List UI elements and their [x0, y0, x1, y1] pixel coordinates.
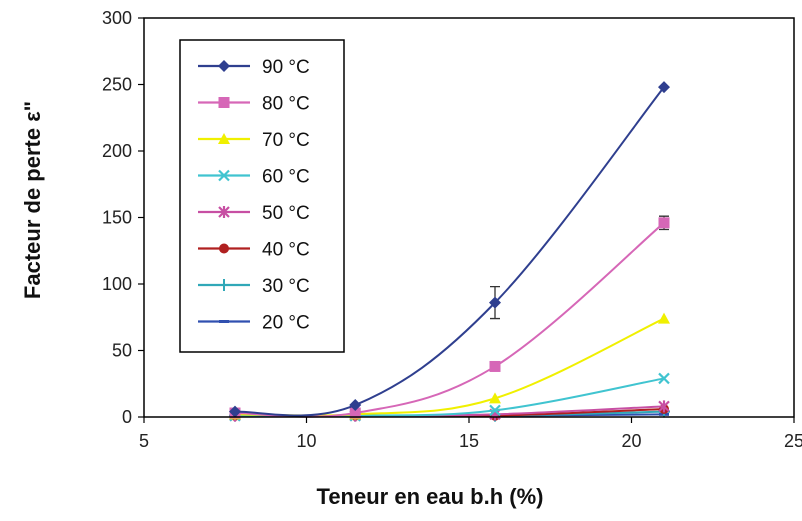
legend-label: 80 °C: [262, 94, 310, 115]
data-point: [658, 400, 670, 413]
y-tick-label: 150: [102, 208, 132, 228]
legend-label: 50 °C: [262, 203, 310, 224]
legend-entry: 40 °C: [198, 240, 310, 261]
legend-box: [179, 39, 345, 353]
legend-marker: [219, 320, 229, 323]
legend-marker: [218, 279, 230, 291]
data-point: [658, 217, 670, 229]
y-tick-label: 100: [102, 274, 132, 294]
series-40c: [230, 404, 669, 421]
y-axis: 0 50 100 150 200 250 300: [102, 8, 144, 427]
legend: 90 °C 80 °C 70 °C 60 °C 50 °C 40 °C 30 °C 20 °C: [179, 39, 345, 353]
legend-entry: 20 °C: [198, 313, 310, 334]
data-point: [349, 407, 361, 419]
x-axis-title: Teneur en eau b.h (%): [317, 484, 544, 509]
data-point: [229, 405, 241, 418]
data-point: [658, 312, 670, 324]
x-axis: 5 10 15 20 25: [139, 417, 802, 451]
x-tick-label: 5: [139, 431, 149, 451]
y-tick-label: 50: [112, 341, 132, 361]
x-tick-label: 15: [459, 431, 479, 451]
legend-entry: 90 °C: [198, 57, 310, 78]
x-tick-label: 20: [621, 431, 641, 451]
y-axis-title: Facteur de perte ε": [20, 101, 45, 299]
series-layer: [229, 81, 670, 422]
legend-entry: 30 °C: [198, 276, 310, 297]
legend-label: 20 °C: [262, 313, 310, 334]
data-point: [489, 360, 501, 372]
data-point: [489, 296, 501, 309]
data-point: [489, 392, 501, 404]
legend-label: 70 °C: [262, 130, 310, 151]
legend-entry: 80 °C: [198, 94, 310, 115]
legend-marker: [218, 169, 230, 182]
legend-marker: [219, 243, 229, 254]
legend-marker: [218, 206, 230, 218]
data-point: [489, 404, 501, 417]
data-point: [349, 399, 362, 412]
legend-marker: [218, 97, 230, 108]
legend-label: 40 °C: [262, 240, 310, 261]
data-point: [658, 372, 670, 385]
y-tick-label: 200: [102, 141, 132, 161]
legend-label: 60 °C: [262, 167, 310, 188]
y-tick-label: 250: [102, 75, 132, 95]
x-tick-label: 10: [296, 431, 316, 451]
series-line: [234, 86, 665, 417]
legend-entry: 50 °C: [198, 203, 310, 224]
y-tick-label: 0: [122, 407, 132, 427]
legend-entry: 70 °C: [198, 130, 310, 151]
legend-label: 30 °C: [262, 276, 310, 297]
legend-entry: 60 °C: [198, 167, 310, 188]
x-tick-label: 25: [784, 431, 802, 451]
y-tick-label: 300: [102, 8, 132, 28]
legend-marker: [218, 60, 230, 72]
data-point: [658, 81, 670, 94]
series-90c: [229, 81, 670, 418]
legend-marker: [218, 133, 230, 144]
legend-label: 90 °C: [262, 57, 310, 78]
